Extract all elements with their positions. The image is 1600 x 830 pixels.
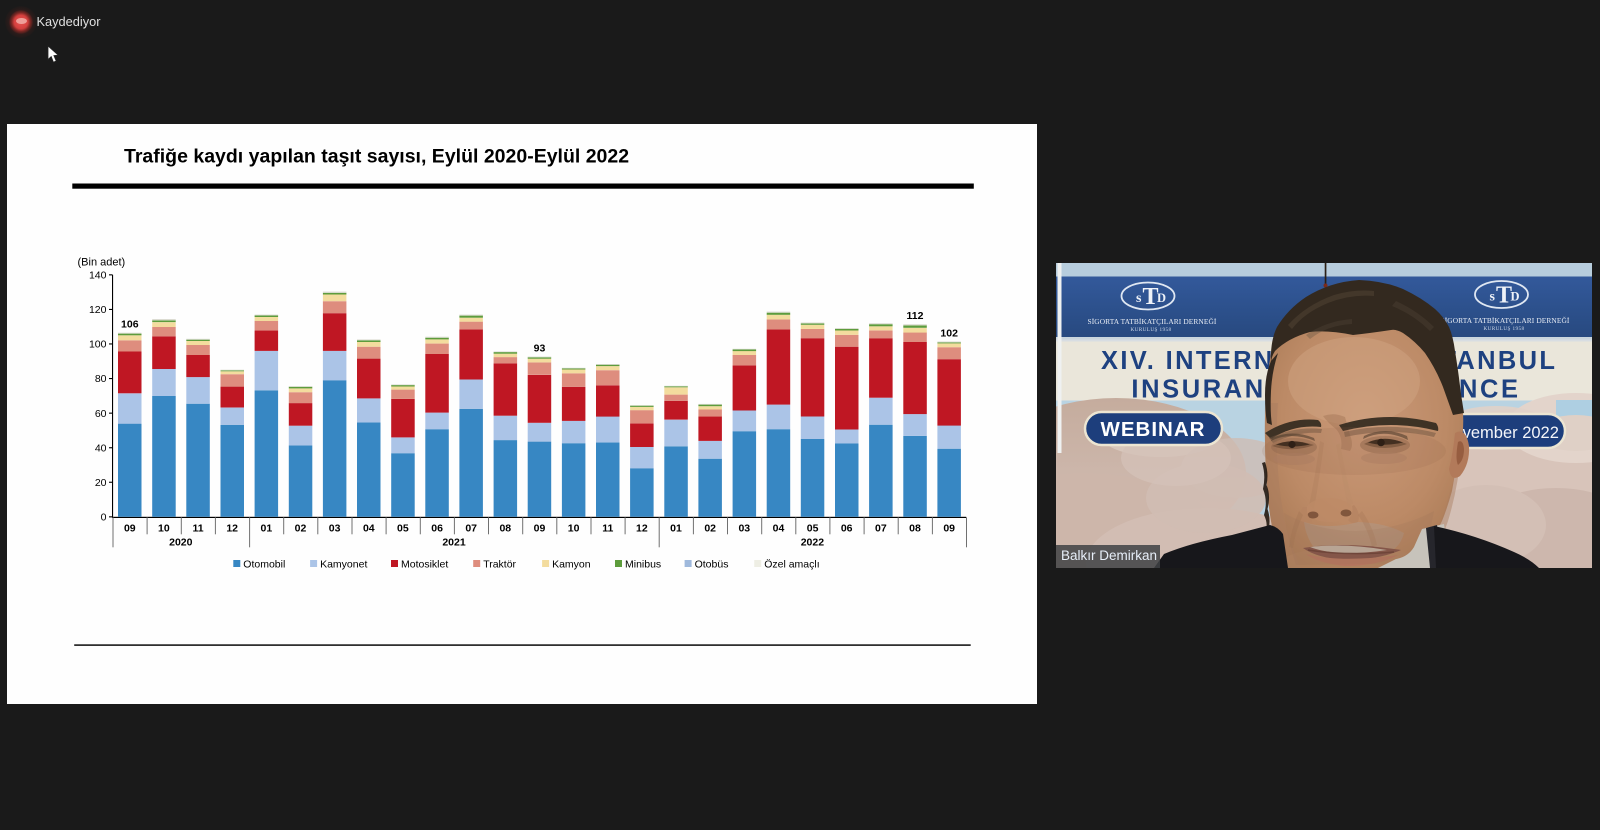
- svg-text:s: s: [1490, 290, 1496, 305]
- svg-text:09: 09: [943, 523, 955, 535]
- svg-text:11: 11: [602, 523, 613, 535]
- svg-text:01: 01: [670, 523, 682, 535]
- svg-text:112: 112: [907, 310, 924, 322]
- svg-text:s: s: [1136, 291, 1142, 306]
- svg-text:2020: 2020: [169, 537, 193, 549]
- svg-text:05: 05: [807, 523, 819, 535]
- svg-text:40: 40: [95, 442, 107, 454]
- svg-text:Traktör: Traktör: [483, 558, 516, 570]
- svg-text:100: 100: [89, 339, 107, 351]
- svg-text:Otomobil: Otomobil: [243, 558, 285, 570]
- svg-text:KURULUŞ 1958: KURULUŞ 1958: [1484, 326, 1525, 332]
- svg-text:02: 02: [704, 523, 716, 535]
- svg-text:Otobüs: Otobüs: [695, 558, 729, 570]
- svg-text:07: 07: [875, 523, 887, 535]
- svg-text:05: 05: [397, 523, 409, 535]
- svg-text:03: 03: [738, 523, 750, 535]
- svg-text:Minibus: Minibus: [625, 558, 661, 570]
- svg-text:102: 102: [940, 328, 958, 340]
- svg-text:09: 09: [124, 523, 136, 535]
- svg-text:09: 09: [534, 523, 546, 535]
- svg-text:01: 01: [261, 523, 273, 535]
- svg-text:08: 08: [909, 523, 921, 535]
- svg-text:Motosiklet: Motosiklet: [401, 558, 448, 570]
- svg-text:04: 04: [773, 523, 785, 535]
- svg-text:93: 93: [534, 343, 546, 355]
- svg-text:2022: 2022: [801, 537, 825, 549]
- svg-text:D: D: [1157, 291, 1166, 305]
- svg-text:D: D: [1511, 290, 1520, 304]
- svg-text:Özel amaçlı: Özel amaçlı: [764, 558, 819, 570]
- svg-text:0: 0: [101, 512, 107, 524]
- svg-text:WEBINAR: WEBINAR: [1101, 418, 1206, 441]
- svg-text:T: T: [1143, 284, 1159, 310]
- svg-text:06: 06: [841, 523, 853, 535]
- svg-text:06: 06: [431, 523, 443, 535]
- svg-text:2021: 2021: [442, 537, 466, 549]
- svg-text:Kamyon: Kamyon: [552, 558, 591, 570]
- svg-text:04: 04: [363, 523, 375, 535]
- svg-text:60: 60: [95, 408, 107, 420]
- svg-text:106: 106: [121, 319, 139, 331]
- svg-text:20: 20: [95, 477, 107, 489]
- svg-text:140: 140: [89, 270, 107, 282]
- svg-text:Kamyonet: Kamyonet: [320, 558, 367, 570]
- svg-text:02: 02: [295, 523, 307, 535]
- svg-text:KURULUŞ 1958: KURULUŞ 1958: [1131, 327, 1172, 333]
- svg-text:SİGORTA TATBİKATÇILARI DERNEĞİ: SİGORTA TATBİKATÇILARI DERNEĞİ: [1441, 315, 1570, 325]
- svg-text:07: 07: [465, 523, 477, 535]
- svg-text:03: 03: [329, 523, 341, 535]
- svg-text:80: 80: [95, 373, 107, 385]
- svg-text:12: 12: [226, 523, 238, 535]
- svg-text:12: 12: [636, 523, 648, 535]
- svg-text:SİGORTA TATBİKATÇILARI DERNEĞİ: SİGORTA TATBİKATÇILARI DERNEĞİ: [1088, 316, 1217, 326]
- svg-text:(Bin adet): (Bin adet): [78, 257, 126, 269]
- svg-text:120: 120: [89, 304, 107, 316]
- svg-text:10: 10: [568, 523, 580, 535]
- svg-text:08: 08: [499, 523, 511, 535]
- svg-text:11: 11: [193, 523, 204, 535]
- svg-text:10: 10: [158, 523, 170, 535]
- svg-text:T: T: [1496, 283, 1512, 309]
- svg-text:Trafiğe kaydı yapılan taşıt sa: Trafiğe kaydı yapılan taşıt sayısı, Eylü…: [124, 146, 629, 168]
